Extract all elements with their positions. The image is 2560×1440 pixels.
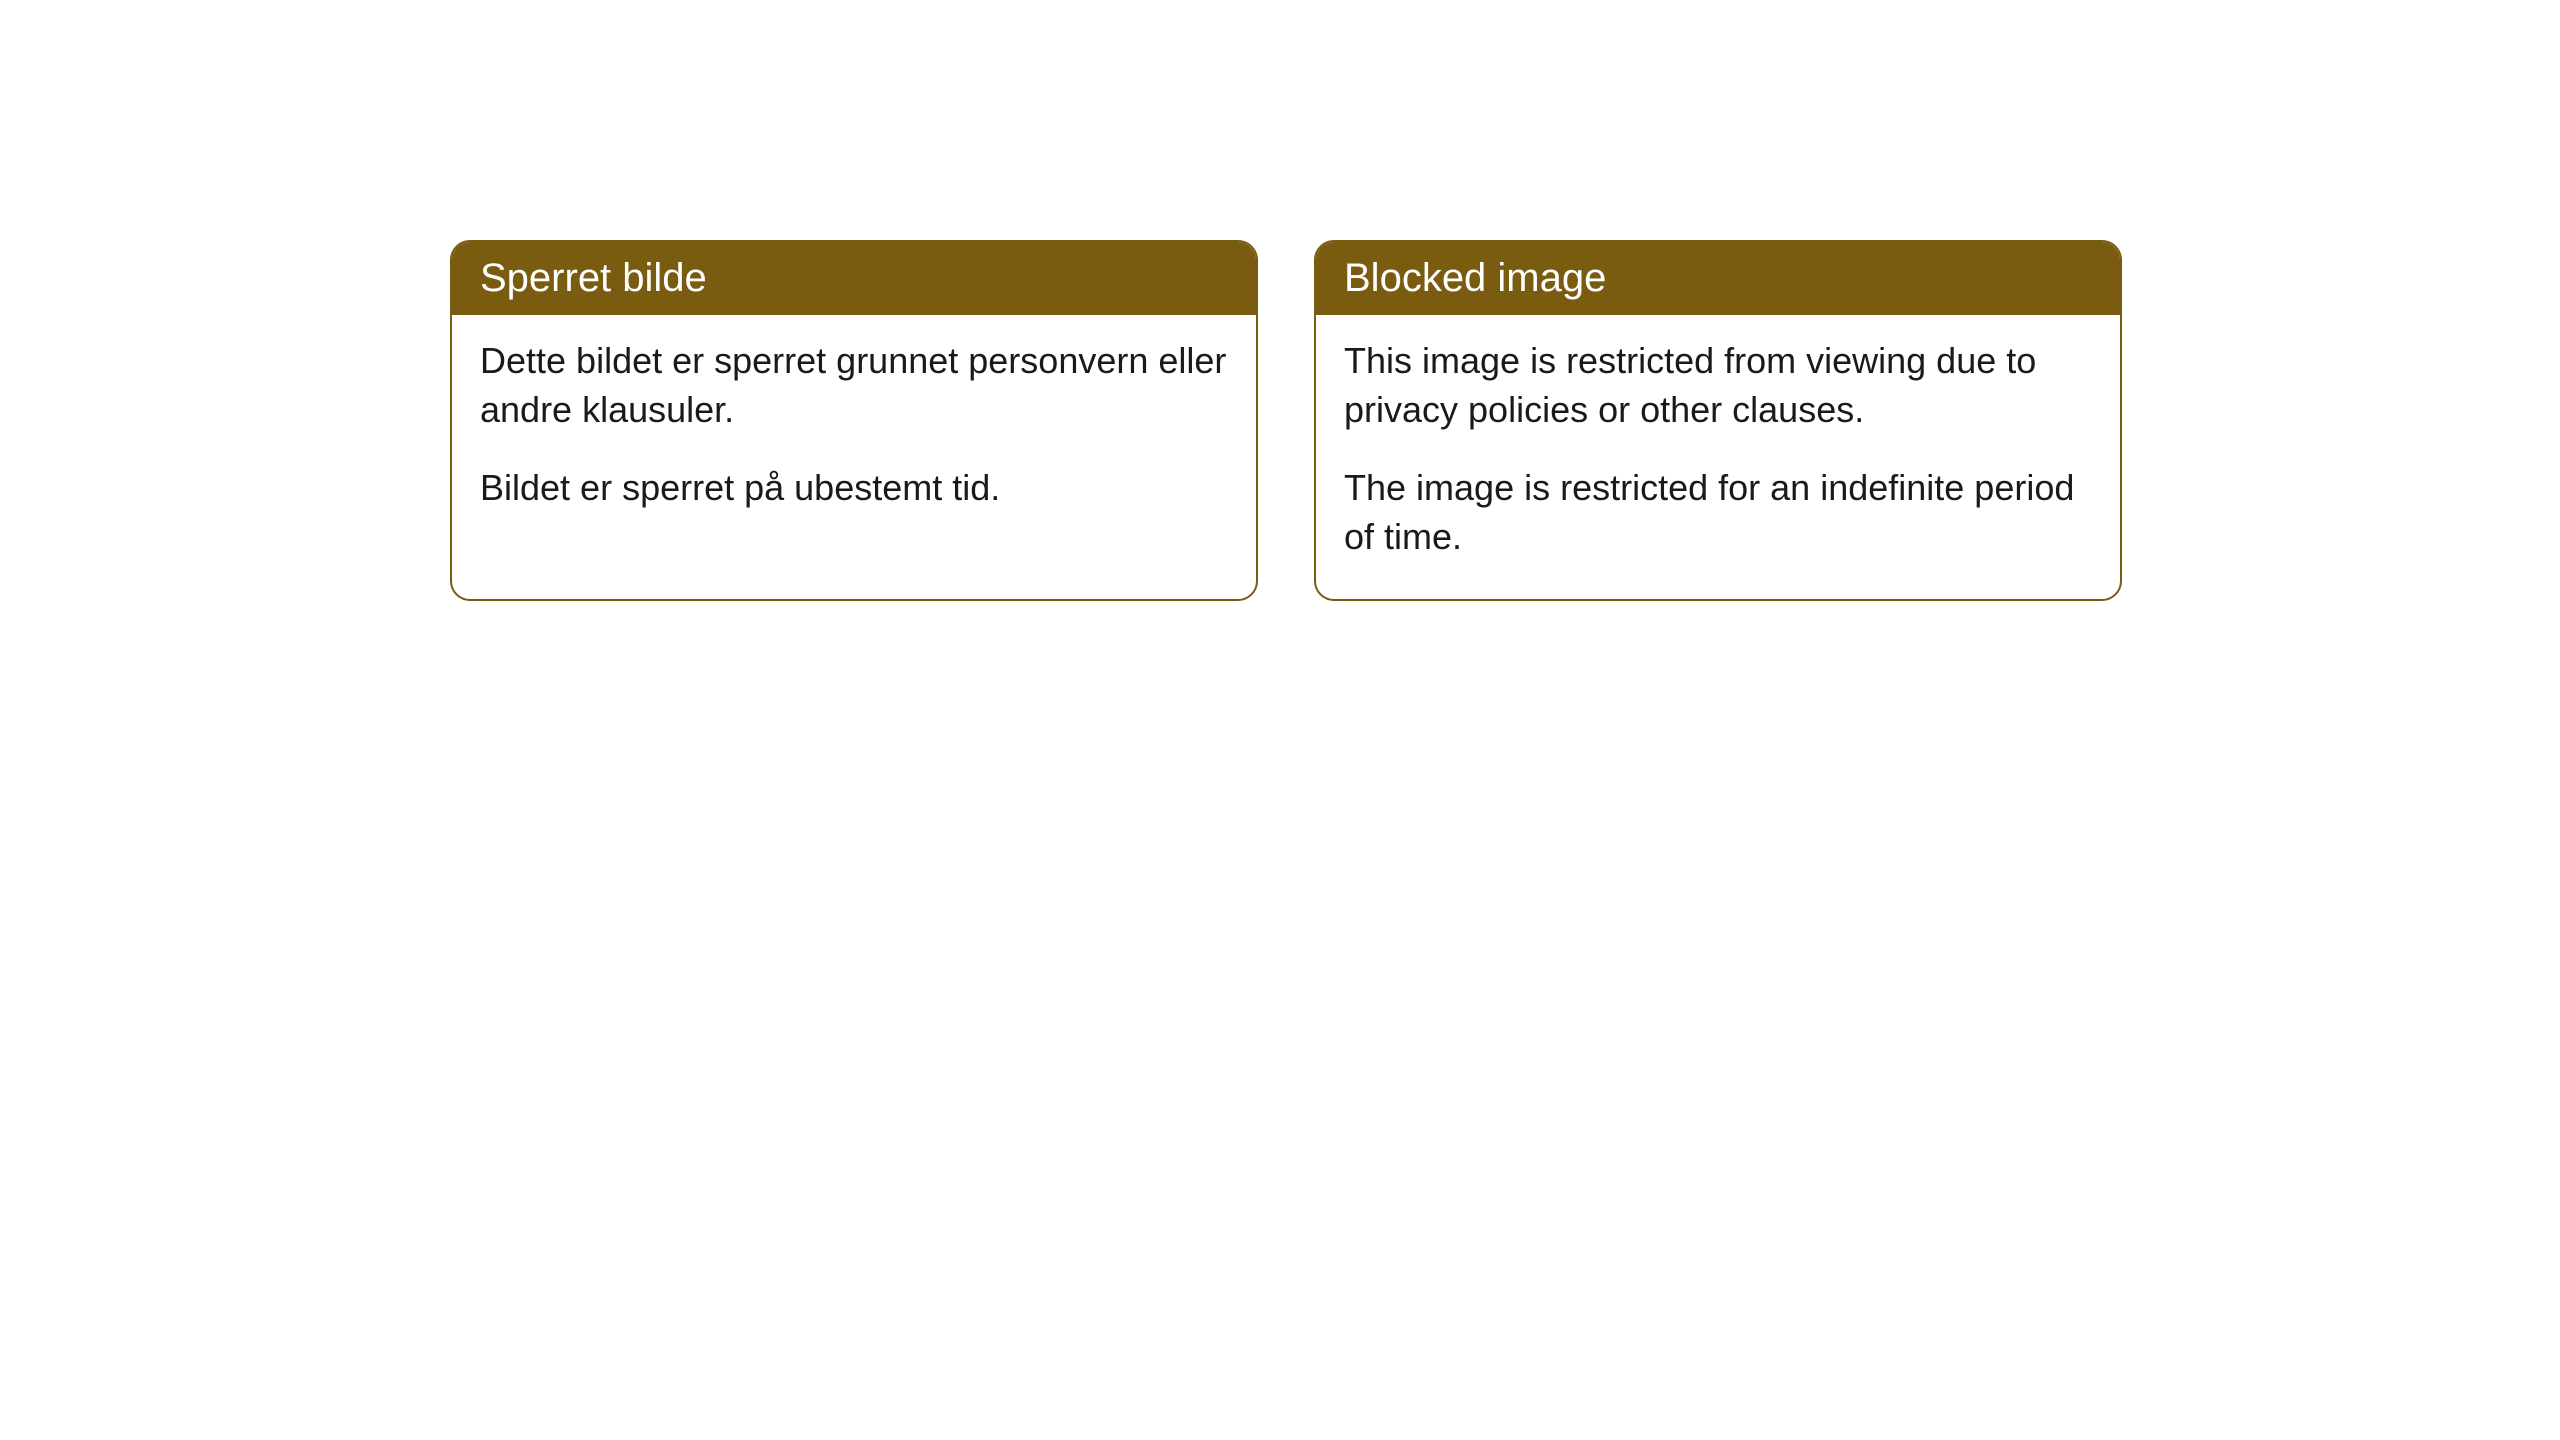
notice-container: Sperret bilde Dette bildet er sperret gr… [450,240,2122,601]
card-paragraph: The image is restricted for an indefinit… [1344,464,2092,561]
card-body: This image is restricted from viewing du… [1316,315,2120,599]
card-body: Dette bildet er sperret grunnet personve… [452,315,1256,551]
card-header: Sperret bilde [452,242,1256,315]
card-paragraph: Bildet er sperret på ubestemt tid. [480,464,1228,513]
card-paragraph: Dette bildet er sperret grunnet personve… [480,337,1228,434]
card-title: Sperret bilde [480,256,707,300]
card-paragraph: This image is restricted from viewing du… [1344,337,2092,434]
card-header: Blocked image [1316,242,2120,315]
notice-card-english: Blocked image This image is restricted f… [1314,240,2122,601]
card-title: Blocked image [1344,256,1606,300]
notice-card-norwegian: Sperret bilde Dette bildet er sperret gr… [450,240,1258,601]
